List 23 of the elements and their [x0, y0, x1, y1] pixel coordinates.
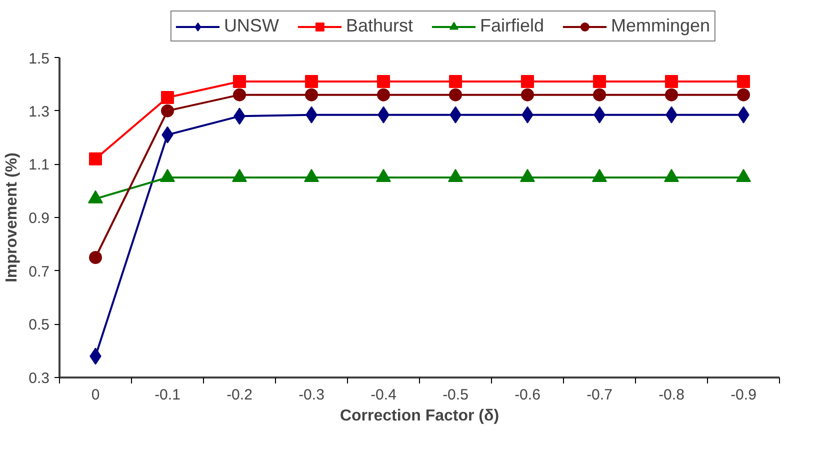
y-tick-label: 0.3	[28, 370, 50, 387]
y-tick-label: 0.5	[28, 316, 50, 334]
y-axis-title: Improvement (%)	[4, 152, 21, 282]
x-tick-label: 0	[91, 386, 100, 404]
x-tick-label: -0.5	[442, 386, 468, 404]
x-axis-title: Correction Factor (δ)	[340, 408, 500, 424]
x-tick-label: -0.2	[226, 386, 252, 404]
y-tick-label: 1.1	[28, 156, 50, 174]
x-tick-label: -0.6	[514, 386, 540, 404]
x-tick-label: -0.9	[730, 386, 756, 404]
y-tick-label: 0.7	[28, 263, 50, 280]
x-tick-label: -0.1	[154, 386, 180, 404]
x-tick-label: -0.8	[658, 386, 684, 404]
legend-label: UNSW	[224, 16, 279, 36]
y-tick-label: 0.9	[28, 210, 50, 227]
x-tick-label: -0.7	[586, 386, 612, 404]
y-tick-label: 1.5	[28, 50, 50, 68]
x-tick-label: -0.4	[370, 386, 396, 404]
y-tick-label: 1.3	[28, 103, 50, 120]
legend-label: Fairfield	[480, 16, 544, 36]
x-tick-label: -0.3	[298, 386, 324, 404]
legend-label: Bathurst	[346, 16, 413, 36]
legend-label: Memmingen	[611, 16, 710, 36]
